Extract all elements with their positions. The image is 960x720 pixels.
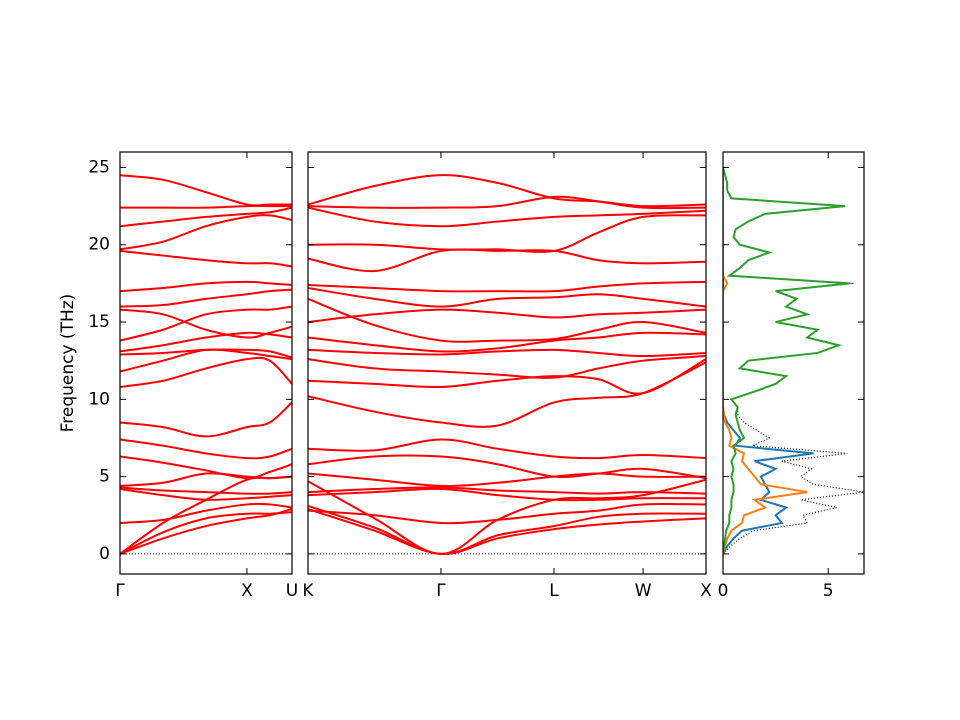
series-line [120,288,292,308]
series-line [308,502,706,525]
series-line [120,455,292,480]
y-tick-label: 5 [99,467,110,487]
series-line [120,508,292,555]
series-line [308,487,706,502]
series-line [308,472,706,487]
y-axis-label: Frequency (THz) [58,294,78,433]
series-line [308,195,706,210]
x-tick-label: Γ [436,581,446,601]
series-line [723,167,808,555]
y-tick-label: 25 [88,157,110,177]
series-line [120,511,292,555]
x-tick-label: W [635,581,652,601]
series-line [308,214,706,253]
series-line [723,167,814,555]
series-line [120,280,292,293]
series-line [308,478,706,555]
series-line [308,355,706,379]
axes-frame [307,151,707,575]
y-tick-label: 10 [88,389,110,409]
series-line [308,438,706,460]
axes-frame [119,151,293,575]
series-line [308,174,706,208]
series-line [308,508,706,555]
y-tick-label: 15 [88,312,110,332]
series-line [308,454,706,480]
series-line [723,167,864,555]
series-line [120,502,292,524]
x-tick-label: Γ [115,581,125,601]
series-line [308,297,706,343]
x-tick-label: X [700,581,712,601]
y-tick-label: 0 [99,544,110,564]
series-line [308,280,706,293]
series-line [308,331,706,353]
series-line [120,331,292,353]
series-line [120,401,292,438]
series-line [308,486,706,495]
plot-area [308,174,706,555]
series-line [120,305,292,342]
x-tick-label: U [286,581,298,601]
series-line [120,487,292,501]
series-line [120,356,292,388]
series-line [120,174,292,207]
x-tick-label: K [302,581,314,601]
series-line [120,249,292,268]
x-tick-label: X [241,581,253,601]
series-line [120,204,292,209]
x-tick-label: L [549,581,559,601]
series-line [120,206,292,228]
series-line [120,472,292,487]
plot-area [723,167,864,555]
series-line [120,214,292,251]
series-line [120,308,292,339]
series-line [308,348,706,358]
axes-frame [722,151,865,575]
series-line [308,358,706,395]
series-line [120,438,292,460]
plot-area [120,174,292,555]
series-line [723,167,850,555]
series-line [120,486,292,495]
x-tick-label: 0 [718,581,729,601]
series-line [120,348,292,359]
series-line [308,505,706,555]
series-line [308,248,706,273]
x-tick-label: 5 [823,581,834,601]
series-line [308,206,706,228]
series-line [308,361,706,428]
series-line [308,287,706,308]
y-tick-label: 20 [88,235,110,255]
series-line [308,308,706,324]
